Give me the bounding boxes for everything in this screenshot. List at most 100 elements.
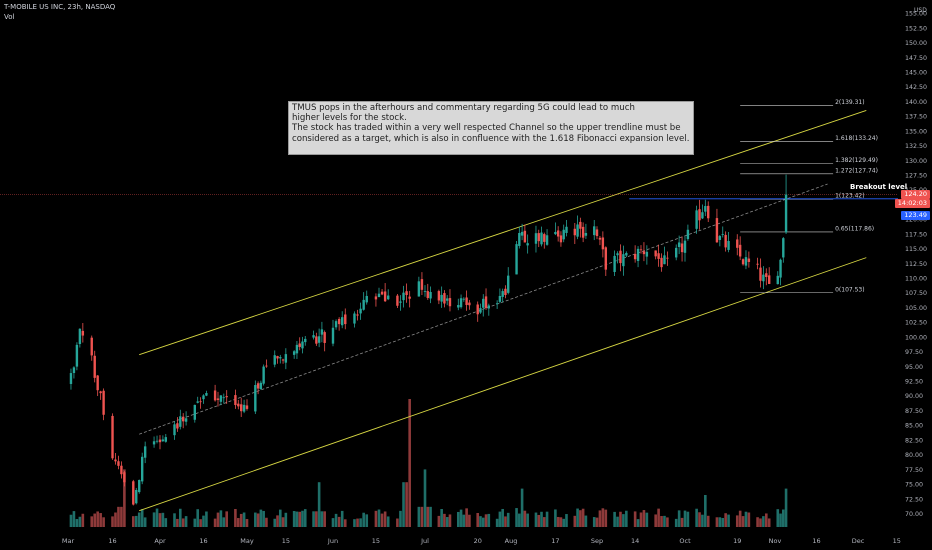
volume-bar	[718, 517, 722, 527]
price-axis-label: 127.50	[905, 173, 927, 180]
price-axis: 155.00 152.50 150.00 147.50 145.00 142.50 140.…	[905, 7, 927, 518]
candle-body	[219, 395, 223, 402]
price-axis-label: 70.00	[905, 511, 923, 518]
price-axis-label: 115.00	[905, 246, 927, 253]
candle-body	[323, 332, 326, 343]
volume-bar	[69, 514, 73, 527]
candle-body	[487, 305, 491, 309]
volume-bar	[281, 517, 285, 527]
volume-bar	[417, 506, 421, 527]
candle-body	[683, 240, 687, 253]
candle-body	[164, 437, 167, 442]
fib-level-label: 1.382(129.49)	[835, 157, 878, 164]
volume-bar	[495, 518, 499, 527]
volume-indicator-label[interactable]: Vol	[4, 13, 15, 21]
time-axis-label: 15	[372, 537, 380, 545]
price-axis-label: 152.50	[905, 25, 927, 32]
candle-body	[284, 354, 288, 363]
volume-bar	[744, 511, 748, 527]
candle-body	[254, 385, 257, 412]
candle-body	[741, 259, 745, 265]
candle-body	[359, 308, 362, 314]
price-channel	[139, 110, 867, 512]
volume-bar	[481, 517, 485, 527]
time-axis-label: Mar	[62, 537, 75, 545]
volume-bar	[456, 511, 460, 527]
volume-bar	[515, 508, 518, 527]
candle-body	[387, 295, 390, 300]
candle-body	[595, 229, 599, 237]
candle-body	[262, 366, 265, 384]
chart-header: T-MOBILE US INC, 23h, NASDAQ Vol	[4, 2, 115, 22]
price-axis-label: 140.00	[905, 99, 927, 106]
volume-bar	[405, 482, 408, 527]
volume-bar	[137, 512, 141, 527]
volume-bar	[365, 514, 369, 527]
symbol-title[interactable]: T-MOBILE US INC, 23h, NASDAQ	[4, 3, 116, 11]
fib-level-label: 0.65(117.86)	[835, 225, 874, 232]
candle-body	[543, 234, 546, 242]
volume-bar	[604, 509, 608, 527]
volume-bar	[698, 512, 701, 527]
volume-bar	[123, 469, 126, 527]
candle-body	[457, 305, 460, 308]
volume-bar	[779, 513, 782, 527]
volume-bar	[565, 514, 568, 527]
fib-level-label: 1(123.42)	[835, 193, 865, 200]
candle-body	[657, 253, 660, 259]
volume-bar	[559, 517, 563, 527]
volume-bar	[584, 515, 588, 527]
volume-bar	[619, 511, 622, 527]
candle-body	[554, 231, 557, 235]
volume-bar	[356, 518, 359, 527]
volume-bar	[399, 510, 402, 527]
volume-bar	[176, 518, 179, 527]
volume-bar	[334, 513, 338, 527]
candle-body	[120, 465, 123, 475]
volume-bar	[468, 514, 471, 527]
channel-lower-trendline	[139, 257, 867, 512]
candle-body	[613, 255, 616, 272]
candle-body	[779, 259, 782, 278]
candle-body	[158, 439, 162, 443]
time-axis-label: 15	[282, 537, 290, 545]
time-axis-label: Oct	[679, 537, 691, 545]
price-axis-label: 85.00	[905, 423, 923, 430]
annotation-note[interactable]: TMUS pops in the afterhours and commenta…	[288, 101, 694, 155]
volume-bar	[657, 508, 660, 527]
volume-bar	[377, 509, 381, 527]
volume-bar	[140, 509, 144, 527]
price-axis-label: 95.00	[905, 364, 923, 371]
time-axis-label: 16	[199, 537, 207, 545]
volume-bar	[701, 514, 704, 527]
volume-bar	[199, 519, 202, 527]
price-axis-label: 77.50	[905, 467, 923, 474]
candle-body	[193, 404, 196, 420]
volume-bar	[674, 518, 678, 527]
price-axis-label: 120.00	[905, 217, 927, 224]
candle-body	[353, 313, 356, 324]
volume-bar	[762, 516, 765, 527]
volume-bar	[143, 517, 147, 527]
candle-body	[540, 232, 543, 245]
candle-body	[317, 336, 321, 343]
volume-bar	[259, 509, 263, 527]
volume-bar	[592, 517, 596, 527]
volume-bar	[222, 517, 226, 527]
candle-body	[598, 237, 602, 240]
volume-bar	[645, 512, 649, 527]
price-axis-label: 80.00	[905, 452, 923, 459]
candle-body	[545, 235, 549, 245]
volume-bar	[666, 517, 669, 527]
volume-bar	[721, 517, 725, 527]
candle-body	[337, 318, 341, 325]
candle-body	[440, 294, 443, 302]
candle-body	[622, 254, 625, 267]
volume-bar	[484, 514, 488, 527]
volume-bar	[93, 513, 97, 527]
volume-bar	[196, 509, 199, 527]
volume-bar	[598, 510, 602, 527]
volume-bar	[213, 518, 217, 527]
candle-body	[520, 231, 524, 236]
